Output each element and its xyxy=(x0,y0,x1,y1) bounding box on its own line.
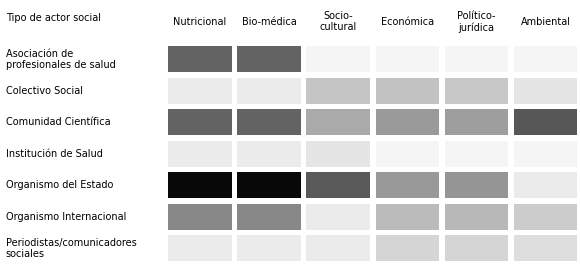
Bar xyxy=(445,78,508,104)
Bar xyxy=(514,141,577,167)
Bar xyxy=(168,235,231,261)
Bar xyxy=(376,109,439,135)
Bar xyxy=(168,204,231,230)
Bar xyxy=(306,46,370,72)
Text: Comunidad Científica: Comunidad Científica xyxy=(6,117,110,127)
Bar xyxy=(445,204,508,230)
Bar xyxy=(376,235,439,261)
Bar xyxy=(168,109,231,135)
Bar xyxy=(514,78,577,104)
Bar xyxy=(168,141,231,167)
Bar xyxy=(168,78,231,104)
Bar xyxy=(237,172,300,198)
Bar xyxy=(445,172,508,198)
Bar xyxy=(306,141,370,167)
Bar xyxy=(514,109,577,135)
Bar xyxy=(514,46,577,72)
Bar xyxy=(168,172,231,198)
Bar xyxy=(237,109,300,135)
Bar xyxy=(306,204,370,230)
Bar xyxy=(445,109,508,135)
Bar xyxy=(237,78,300,104)
Text: Ambiental: Ambiental xyxy=(520,17,571,27)
Text: Tipo de actor social: Tipo de actor social xyxy=(6,13,101,23)
Text: Bio-médica: Bio-médica xyxy=(242,17,296,27)
Bar xyxy=(237,235,300,261)
Text: Organismo del Estado: Organismo del Estado xyxy=(6,180,113,190)
Text: Colectivo Social: Colectivo Social xyxy=(6,86,83,96)
Bar xyxy=(306,235,370,261)
Bar xyxy=(376,204,439,230)
Bar xyxy=(514,204,577,230)
Text: Institución de Salud: Institución de Salud xyxy=(6,149,103,159)
Bar xyxy=(376,46,439,72)
Bar xyxy=(306,78,370,104)
Bar xyxy=(237,46,300,72)
Bar xyxy=(168,46,231,72)
Text: Político-
jurídica: Político- jurídica xyxy=(457,11,495,33)
Bar xyxy=(445,235,508,261)
Bar xyxy=(376,172,439,198)
Text: Organismo Internacional: Organismo Internacional xyxy=(6,212,126,222)
Bar xyxy=(237,141,300,167)
Bar xyxy=(445,46,508,72)
Bar xyxy=(376,141,439,167)
Text: Periodistas/comunicadores
sociales: Periodistas/comunicadores sociales xyxy=(6,238,136,259)
Bar xyxy=(306,109,370,135)
Text: Nutricional: Nutricional xyxy=(173,17,226,27)
Text: Económica: Económica xyxy=(380,17,434,27)
Bar xyxy=(445,141,508,167)
Bar xyxy=(237,204,300,230)
Bar xyxy=(514,235,577,261)
Bar xyxy=(306,172,370,198)
Bar xyxy=(376,78,439,104)
Bar xyxy=(514,172,577,198)
Text: Asociación de
profesionales de salud: Asociación de profesionales de salud xyxy=(6,49,115,70)
Text: Socio-
cultural: Socio- cultural xyxy=(320,11,357,32)
